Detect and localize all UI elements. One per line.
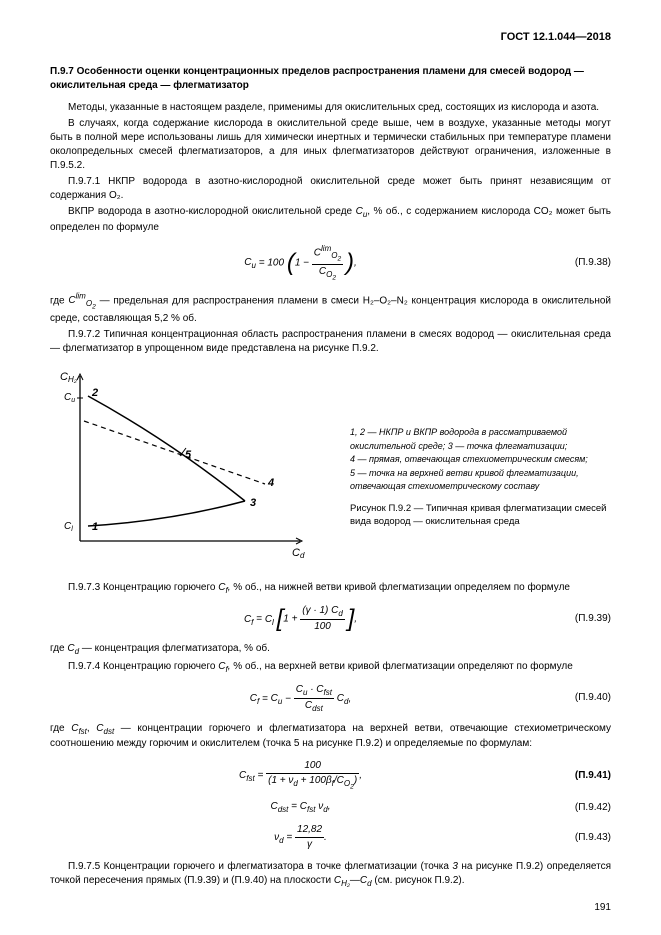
- page-number: 191: [594, 901, 611, 915]
- w40-pre: где: [50, 723, 71, 734]
- w40-txt: — концентрации горючего и флегматизатора…: [50, 723, 611, 749]
- y-axis-label: CH₂: [60, 371, 77, 384]
- p6-txt: % об., на нижней ветви кривой флегматиза…: [231, 582, 570, 593]
- para-vkpr-pre: ВКПР водорода в азотно-кислородной окисл…: [68, 206, 356, 217]
- equation-p942: Cdst = Cfst νd, (П.9.42): [50, 800, 611, 815]
- para-methods: Методы, указанные в настоящем разделе, п…: [50, 101, 611, 115]
- eq-num-43: (П.9.43): [551, 831, 611, 845]
- cl-label: Cl: [64, 521, 73, 533]
- equation-p940: Cf = Cu − Cu · CfstCdst Cd, (П.9.40): [50, 683, 611, 714]
- where-40: где Cfst, Cdst — концентрации горючего и…: [50, 722, 611, 751]
- p6-pre: П.9.7.3 Концентрацию горючего: [68, 582, 218, 593]
- pt-5: 5: [185, 449, 192, 461]
- legend-l1: 1, 2 — НКПР и ВКПР водорода в рассматрив…: [350, 426, 611, 453]
- para-974: П.9.7.4 Концентрацию горючего Cf, % об.,…: [50, 660, 611, 675]
- para-973: П.9.7.3 Концентрацию горючего Cf, % об.,…: [50, 581, 611, 596]
- equation-p943: νd = 12,82γ. (П.9.43): [50, 823, 611, 852]
- equation-p938: Cu = 100 (1 − ClimO2CO2 ), (П.9.38): [50, 243, 611, 283]
- equation-p941: Cfst = 100(1 + νd + 100βf/CO2), (П.9.41): [50, 759, 611, 792]
- eq-num-41: (П.9.41): [551, 769, 611, 783]
- section-title: П.9.7 Особенности оценки концентрационны…: [50, 65, 611, 93]
- p7-pre: П.9.7.4 Концентрацию горючего: [68, 661, 218, 672]
- para-vkpr: ВКПР водорода в азотно-кислородной окисл…: [50, 205, 611, 234]
- cu-label: Cu: [64, 392, 75, 404]
- eq-num-40: (П.9.40): [551, 691, 611, 705]
- para-scope: В случаях, когда содержание кислорода в …: [50, 117, 611, 173]
- w39-pre: где: [50, 643, 67, 654]
- pt-3: 3: [250, 497, 256, 509]
- flammability-chart: CH₂ Cd Cu Cl 1 2 3 4 5: [50, 366, 330, 566]
- doc-header: ГОСТ 12.1.044—2018: [50, 30, 611, 45]
- legend-l2: 4 — прямая, отвечающая стехиометрическим…: [350, 453, 611, 467]
- where-39: где Cd — концентрация флегматизатора, % …: [50, 642, 611, 657]
- pt-1: 1: [92, 521, 98, 533]
- where-38-pre: где: [50, 295, 68, 306]
- eq-num-39: (П.9.39): [551, 612, 611, 626]
- figure-legend: 1, 2 — НКПР и ВКПР водорода в рассматрив…: [350, 426, 611, 494]
- figure-caption-text: Рисунок П.9.2 — Типичная кривая флегмати…: [350, 502, 611, 529]
- equation-p939: Cf = Cl [1 + (γ · 1) Cd100 ], (П.9.39): [50, 604, 611, 634]
- figure-p92: CH₂ Cd Cu Cl 1 2 3 4 5 1, 2 — НКПР и ВКП…: [50, 366, 611, 571]
- lower-curve: [88, 501, 245, 526]
- w39-txt: — концентрация флегматизатора, % об.: [79, 643, 270, 654]
- eq-num-42: (П.9.42): [551, 801, 611, 815]
- where-38: где ClimO2 — предельная для распростране…: [50, 291, 611, 326]
- para-972: П.9.7.2 Типичная концентрационная област…: [50, 328, 611, 356]
- upper-curve: [88, 396, 245, 501]
- eq-num-38: (П.9.38): [551, 256, 611, 270]
- p7-txt: % об., на верхней ветви кривой флегматиз…: [231, 661, 573, 672]
- stoich-line: [84, 421, 265, 484]
- section-heading: Особенности оценки концентрационных пред…: [50, 66, 584, 91]
- legend-l3: 5 — точка на верхней ветви кривой флегма…: [350, 467, 611, 494]
- section-number: П.9.7: [50, 66, 74, 77]
- para-971: П.9.7.1 НКПР водорода в азотно-кислородн…: [50, 175, 611, 203]
- x-axis-label: Cd: [292, 547, 305, 560]
- para-975: П.9.7.5 Концентрации горючего и флегмати…: [50, 860, 611, 889]
- where-38-txt: — предельная для распространения пламени…: [50, 295, 611, 324]
- pt-4: 4: [267, 477, 274, 489]
- pt-2: 2: [91, 387, 98, 399]
